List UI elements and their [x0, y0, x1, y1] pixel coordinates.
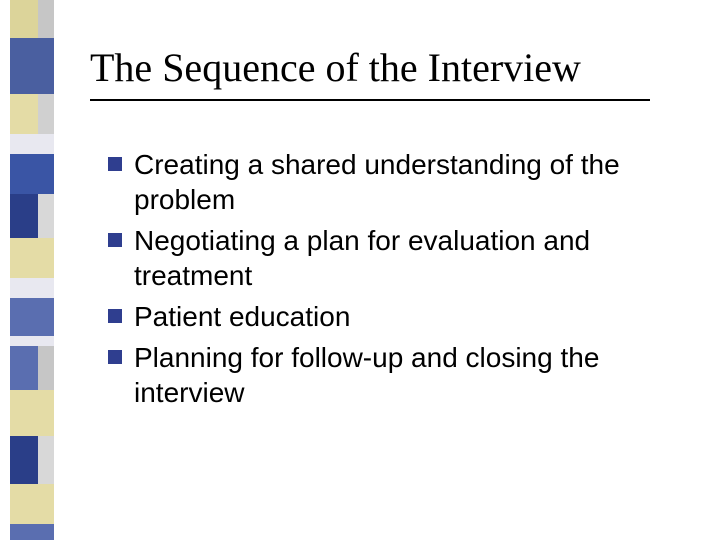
sidebar-block — [10, 298, 54, 336]
sidebar-block — [10, 38, 54, 94]
sidebar-block — [10, 336, 54, 346]
sidebar-block — [10, 484, 54, 524]
bullet-text: Planning for follow-up and closing the i… — [134, 342, 599, 408]
sidebar-block — [10, 134, 54, 154]
sidebar-block — [38, 436, 54, 484]
sidebar-block — [10, 278, 54, 298]
sidebar-block — [10, 0, 38, 38]
square-bullet-icon — [108, 157, 122, 171]
bullet-text: Negotiating a plan for evaluation and tr… — [134, 225, 590, 291]
slide-content: The Sequence of the Interview Creating a… — [90, 44, 680, 416]
bullet-list: Creating a shared understanding of the p… — [90, 147, 680, 410]
sidebar-block — [10, 194, 38, 238]
square-bullet-icon — [108, 350, 122, 364]
sidebar-block — [10, 390, 54, 436]
square-bullet-icon — [108, 233, 122, 247]
sidebar-block — [38, 0, 54, 38]
bullet-item: Patient education — [108, 299, 680, 334]
sidebar-block — [10, 436, 38, 484]
title-underline — [90, 99, 650, 101]
sidebar-block — [10, 524, 54, 540]
bullet-item: Creating a shared understanding of the p… — [108, 147, 680, 217]
sidebar-block — [38, 346, 54, 390]
sidebar-block — [10, 94, 38, 134]
square-bullet-icon — [108, 309, 122, 323]
sidebar-block — [10, 154, 54, 194]
bullet-text: Creating a shared understanding of the p… — [134, 149, 620, 215]
sidebar-block — [10, 238, 54, 278]
bullet-text: Patient education — [134, 301, 350, 332]
bullet-item: Planning for follow-up and closing the i… — [108, 340, 680, 410]
slide-title: The Sequence of the Interview — [90, 44, 680, 91]
bullet-item: Negotiating a plan for evaluation and tr… — [108, 223, 680, 293]
sidebar-block — [38, 94, 54, 134]
sidebar-block — [38, 194, 54, 238]
sidebar-block — [10, 346, 38, 390]
decorative-sidebar — [0, 0, 54, 540]
